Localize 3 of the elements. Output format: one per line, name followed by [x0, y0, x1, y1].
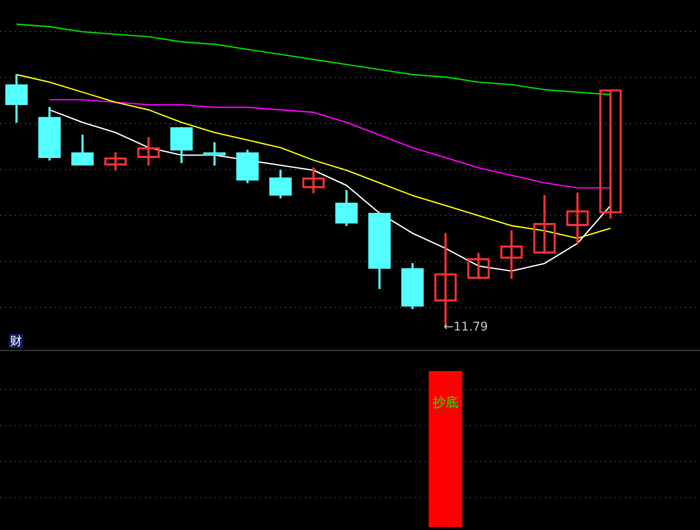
text: 财 — [9, 334, 23, 348]
annotation: ←11.79 — [444, 320, 488, 334]
annotation: 抄底 — [432, 395, 458, 410]
